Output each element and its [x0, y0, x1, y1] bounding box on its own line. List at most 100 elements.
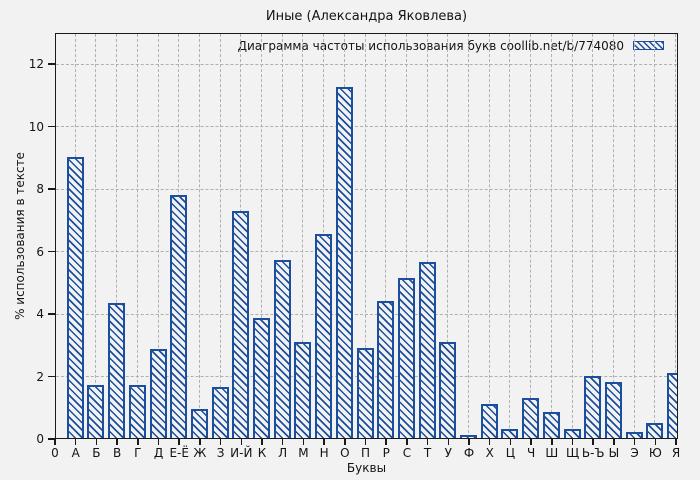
x-gridline: [261, 34, 262, 438]
bar-Ж: [190, 408, 208, 438]
x-tick-label: 0: [51, 446, 59, 460]
x-gridline: [530, 34, 532, 438]
bar-Д: [149, 349, 167, 438]
x-tick-mark: [74, 439, 77, 445]
x-tick-mark: [137, 439, 139, 445]
bar-Л: [273, 260, 291, 438]
legend-label: Диаграмма частоты использования букв coo…: [237, 38, 624, 53]
x-tick-mark: [488, 439, 491, 445]
x-tick-label: Ж: [193, 446, 207, 460]
bar-З: [211, 386, 229, 438]
x-tick-mark: [219, 439, 222, 445]
y-axis-title: % использования в тексте: [13, 152, 27, 320]
x-gridline: [468, 34, 469, 438]
x-tick-label: Р: [382, 446, 390, 460]
y-tick-mark: [48, 438, 55, 440]
x-tick-mark: [54, 439, 56, 445]
x-tick-mark: [199, 439, 201, 445]
bar-Х: [480, 404, 498, 438]
chart-title: Иные (Александра Яковлева): [265, 9, 468, 24]
x-tick-mark: [613, 439, 615, 445]
x-gridline: [571, 34, 573, 438]
x-gridline: [157, 34, 159, 438]
x-tick-label: Ц: [505, 446, 516, 460]
x-tick-mark: [675, 439, 677, 445]
x-gridline: [364, 34, 366, 438]
y-tick-mark: [48, 125, 55, 128]
y-tick-label: 2: [36, 369, 44, 384]
x-tick-label: Ч: [526, 446, 536, 460]
bar-К: [253, 318, 270, 438]
x-tick-label: Ш: [545, 446, 559, 460]
bar-Н: [315, 233, 333, 438]
x-tick-mark: [551, 439, 553, 445]
y-tick-label: 12: [28, 57, 44, 72]
plot-area: Диаграмма частоты использования букв coo…: [55, 33, 678, 439]
bar-Ф: [460, 435, 477, 438]
legend-swatch-icon: [633, 41, 664, 50]
bar-В: [108, 302, 126, 438]
bar-Щ: [563, 429, 581, 438]
x-tick-mark: [240, 439, 243, 445]
x-gridline: [281, 34, 283, 438]
x-tick-label: И-Й: [230, 446, 253, 460]
x-gridline: [405, 34, 407, 438]
y-tick-label: 6: [36, 244, 44, 259]
x-tick-mark: [468, 439, 470, 445]
y-gridline: [56, 126, 677, 128]
x-gridline: [633, 34, 635, 438]
x-gridline: [219, 34, 221, 438]
x-tick-label: Б: [92, 446, 101, 460]
x-tick-label: Ю: [648, 446, 662, 460]
x-axis-title: Буквы: [346, 461, 387, 475]
x-gridline: [116, 34, 118, 438]
x-tick-mark: [633, 439, 636, 445]
bar-Т: [418, 262, 436, 438]
x-tick-mark: [116, 439, 118, 445]
x-tick-label: Ь-Ъ: [581, 446, 605, 460]
x-tick-label: А: [71, 446, 80, 460]
x-tick-label: Е-Ё: [169, 446, 189, 460]
y-tick-mark: [48, 375, 55, 378]
bar-Ь-Ъ: [584, 376, 602, 438]
bar-Я: [667, 372, 677, 438]
x-tick-mark: [426, 439, 429, 445]
x-tick-mark: [447, 439, 450, 445]
x-tick-label: З: [216, 446, 225, 460]
x-tick-label: Д: [153, 446, 164, 460]
bar-Ш: [542, 411, 560, 438]
bar-Ц: [501, 429, 519, 438]
bar-Ю: [646, 422, 664, 438]
x-tick-label: Э: [630, 446, 639, 460]
y-gridline: [56, 251, 677, 253]
x-tick-mark: [157, 439, 160, 445]
x-gridline: [488, 34, 490, 438]
y-tick-mark: [48, 313, 55, 315]
y-tick-label: 0: [36, 432, 44, 446]
x-tick-mark: [385, 439, 387, 445]
legend: Диаграмма частоты использования букв coo…: [238, 39, 664, 53]
bar-И-Й: [232, 210, 250, 438]
x-gridline: [198, 34, 200, 438]
x-gridline: [426, 34, 428, 438]
x-tick-label: Т: [423, 446, 432, 460]
x-tick-label: М: [298, 446, 309, 460]
x-gridline: [302, 34, 304, 438]
x-tick-mark: [323, 439, 325, 445]
x-tick-mark: [95, 439, 98, 445]
x-tick-mark: [261, 439, 263, 445]
x-gridline: [612, 34, 614, 438]
bar-М: [294, 341, 312, 438]
x-tick-label: Л: [278, 446, 288, 460]
bar-А: [66, 157, 84, 438]
x-gridline: [592, 34, 594, 438]
y-gridline: [56, 63, 677, 65]
x-tick-label: Щ: [565, 446, 580, 460]
x-gridline: [447, 34, 449, 438]
bar-О: [335, 87, 353, 438]
x-tick-mark: [281, 439, 284, 445]
x-tick-label: П: [360, 446, 371, 460]
y-gridline: [56, 188, 677, 190]
x-tick-label: Я: [671, 446, 681, 460]
